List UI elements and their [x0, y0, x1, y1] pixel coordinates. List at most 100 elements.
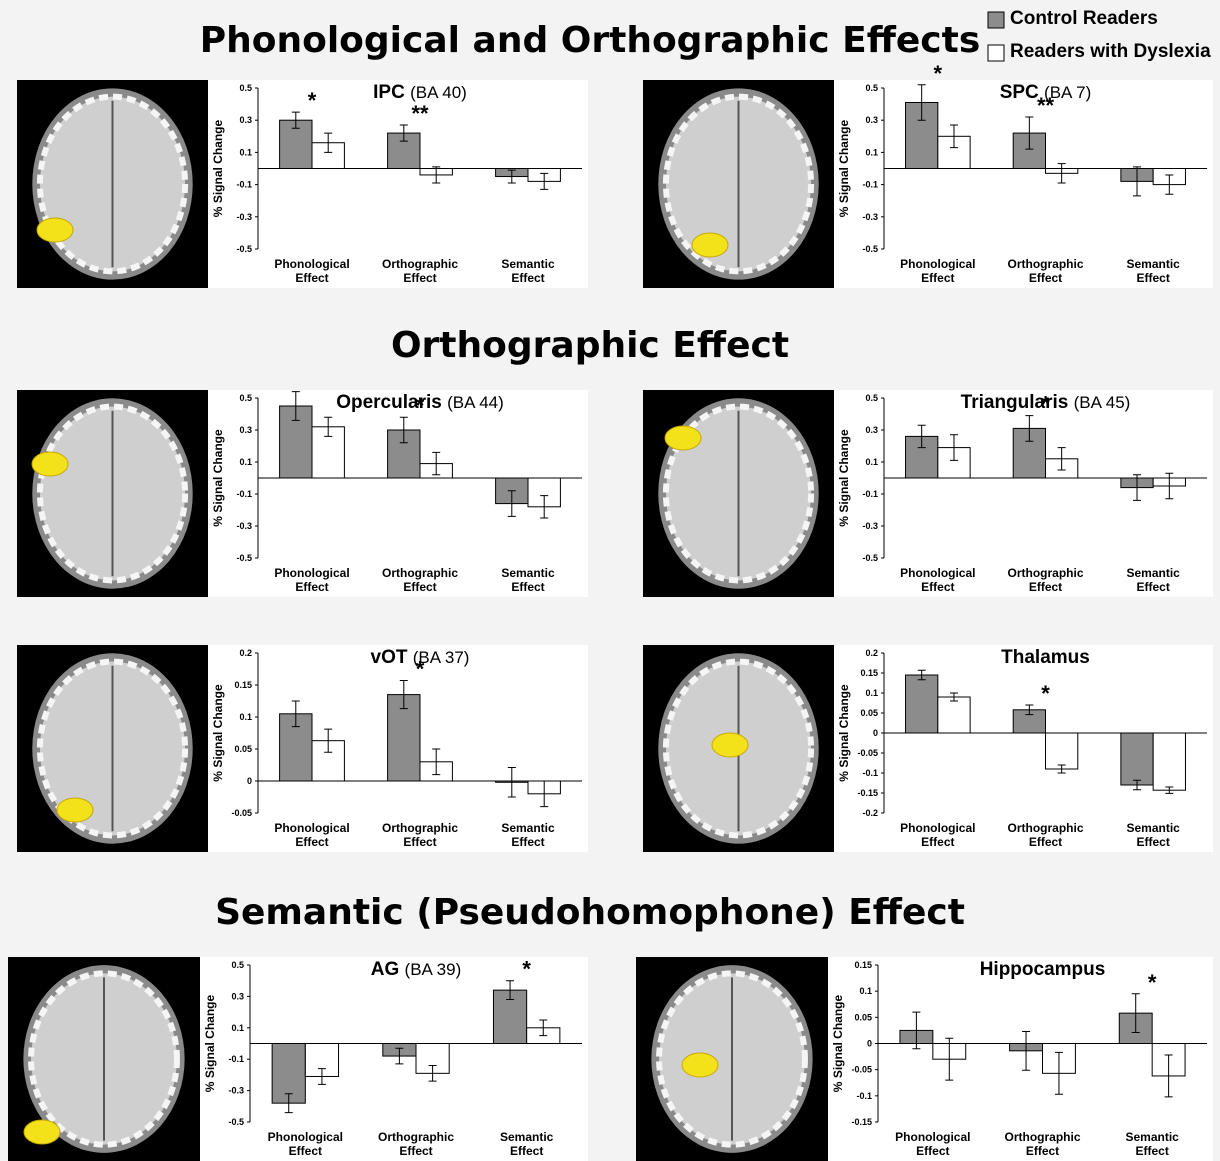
- error-bar: [324, 132, 333, 153]
- y-tick-label: -0.05: [231, 808, 252, 818]
- x-tick-label: Phonological Effect: [900, 821, 976, 849]
- significance-marker: **: [1037, 93, 1055, 118]
- activation-blob: [711, 732, 749, 758]
- x-tick-label: Semantic Effect: [501, 821, 555, 849]
- error-bar: [432, 166, 441, 184]
- x-tick-label: Phonological Effect: [274, 257, 350, 285]
- activation-blob: [23, 1119, 61, 1145]
- error-bar: [399, 680, 408, 710]
- error-bar: [540, 495, 549, 519]
- error-bar: [432, 748, 441, 776]
- x-tick-label: Orthographic Effect: [1007, 257, 1084, 285]
- section-heading: Phonological and Orthographic Effects: [199, 20, 981, 61]
- error-bar: [317, 1068, 326, 1085]
- error-bar: [1025, 116, 1034, 150]
- y-tick-label: 0.15: [860, 668, 878, 678]
- x-tick-label: Orthographic Effect: [381, 257, 458, 285]
- error-bar: [1022, 1030, 1031, 1071]
- significance-marker: *: [934, 61, 943, 86]
- y-axis-title: % Signal Change: [837, 429, 851, 527]
- chart-panel: [834, 390, 1213, 597]
- x-tick-label: Phonological Effect: [895, 1130, 971, 1158]
- y-axis-title: % Signal Change: [211, 120, 225, 218]
- y-tick-label: -0.05: [857, 748, 878, 758]
- x-tick-label: Semantic Effect: [1126, 821, 1180, 849]
- error-bar: [949, 434, 958, 461]
- y-tick-label: -0.1: [862, 768, 878, 778]
- y-axis-title: % Signal Change: [837, 120, 851, 218]
- chart-title: Thalamus: [946, 647, 1146, 669]
- y-tick-label: 0.3: [239, 425, 252, 435]
- y-tick-label: 0.5: [231, 960, 244, 970]
- x-tick-label: Phonological Effect: [274, 821, 350, 849]
- y-tick-label: 0.3: [865, 425, 878, 435]
- y-tick-label: 0.5: [865, 83, 878, 93]
- chart-panel: [828, 957, 1213, 1161]
- section-heading: Orthographic Effect: [390, 325, 790, 366]
- y-tick-label: 0.2: [239, 648, 252, 658]
- y-tick-label: -0.3: [236, 521, 252, 531]
- error-bar: [1025, 704, 1034, 716]
- activation-blob: [31, 451, 69, 477]
- y-tick-label: 0.3: [865, 115, 878, 125]
- y-tick-label: 0.05: [234, 744, 252, 754]
- section-heading: Semantic (Pseudohomophone) Effect: [215, 892, 965, 933]
- legend-label: Readers with Dyslexia: [1010, 41, 1211, 62]
- y-tick-label: -0.5: [228, 1117, 244, 1127]
- chart-title-sub: (BA 45): [1073, 393, 1131, 412]
- x-tick-label: Orthographic Effect: [1007, 821, 1084, 849]
- error-bar: [917, 424, 926, 449]
- y-tick-label: 0.5: [239, 393, 252, 403]
- error-bar: [1165, 174, 1174, 195]
- significance-marker: *: [522, 957, 531, 982]
- x-tick-label: Orthographic Effect: [1007, 566, 1084, 594]
- error-bar: [945, 1037, 954, 1081]
- bar: [905, 674, 939, 734]
- y-tick-label: -0.1: [236, 489, 252, 499]
- error-bar: [507, 767, 516, 798]
- chart-panel: [834, 80, 1213, 288]
- error-bar: [912, 1011, 921, 1050]
- y-axis-title: % Signal Change: [837, 684, 851, 782]
- x-tick-label: Orthographic Effect: [377, 1130, 454, 1158]
- bar: [1152, 732, 1186, 791]
- error-bar: [1165, 472, 1174, 500]
- y-tick-label: -0.5: [236, 244, 252, 254]
- y-tick-label: -0.1: [862, 180, 878, 190]
- significance-marker: *: [308, 88, 317, 113]
- error-bar: [1057, 163, 1066, 184]
- chart-title-sub: (BA 40): [410, 83, 467, 102]
- y-tick-label: 0.1: [239, 457, 252, 467]
- bar: [311, 426, 345, 479]
- y-tick-label: -0.2: [862, 808, 878, 818]
- y-tick-label: 0.5: [239, 83, 252, 93]
- significance-marker: *: [1041, 392, 1050, 417]
- x-tick-label: Phonological Effect: [267, 1130, 343, 1158]
- y-axis-title: % Signal Change: [831, 995, 845, 1093]
- chart-title-sub: (BA 39): [404, 960, 462, 979]
- y-tick-label: -0.3: [228, 1086, 244, 1096]
- chart-title-main: AG: [370, 959, 400, 980]
- y-axis-title: % Signal Change: [211, 429, 225, 527]
- error-bar: [1133, 166, 1142, 197]
- error-bar: [1025, 415, 1034, 442]
- y-tick-label: 0.3: [239, 115, 252, 125]
- x-tick-label: Phonological Effect: [274, 566, 350, 594]
- error-bar: [507, 169, 516, 184]
- legend-swatch: [987, 44, 1005, 62]
- x-tick-label: Semantic Effect: [501, 566, 555, 594]
- chart-title-main: Opercularis: [336, 392, 442, 413]
- x-tick-label: Semantic Effect: [1126, 257, 1180, 285]
- error-bar: [1133, 474, 1142, 501]
- chart-panel: [208, 80, 588, 288]
- y-tick-label: 0.05: [854, 1012, 872, 1022]
- y-tick-label: -0.1: [228, 1054, 244, 1064]
- chart-title-main: Hippocampus: [979, 959, 1106, 980]
- error-bar: [506, 980, 515, 1001]
- bar: [1120, 732, 1154, 786]
- error-bar: [949, 124, 958, 149]
- y-tick-label: 0.2: [865, 648, 878, 658]
- x-tick-label: Semantic Effect: [499, 1130, 554, 1158]
- error-bar: [324, 416, 333, 437]
- chart-title-main: Thalamus: [1001, 647, 1090, 668]
